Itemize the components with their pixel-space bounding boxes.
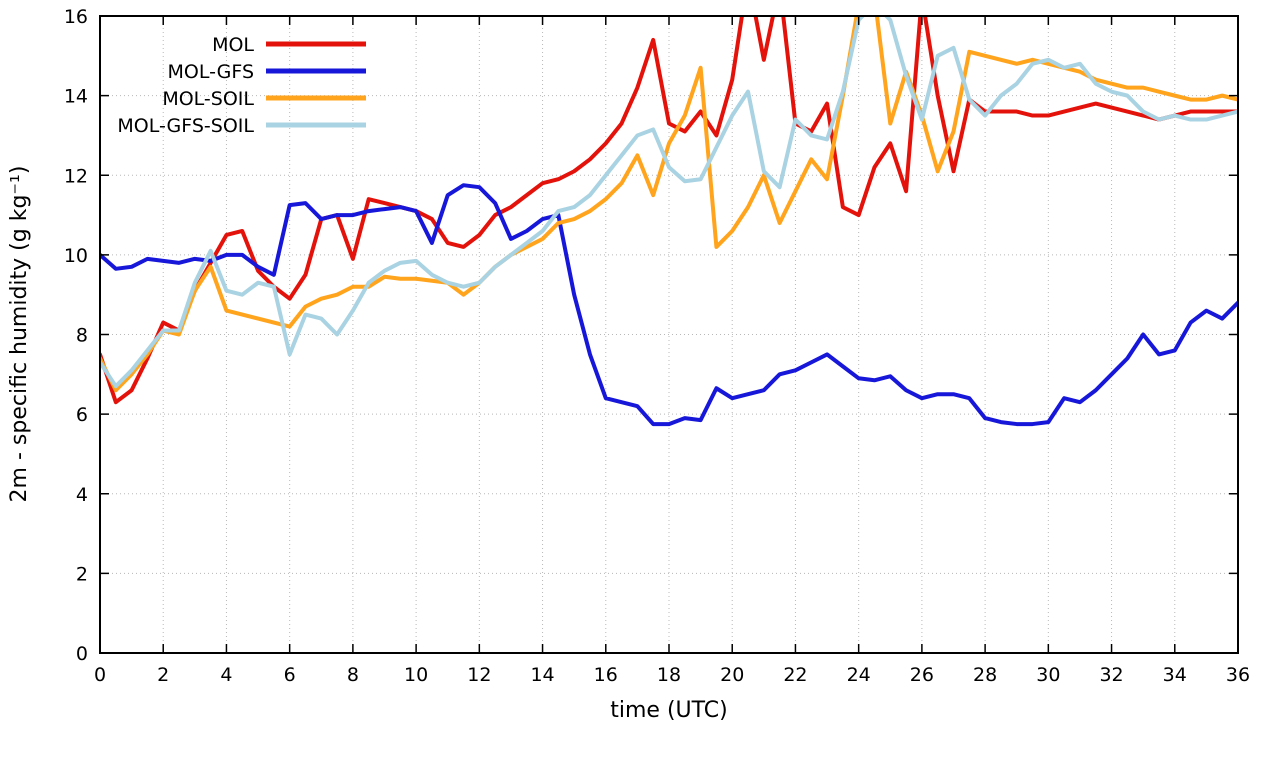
x-tick-label: 0: [94, 664, 106, 686]
legend-label: MOL: [212, 34, 254, 56]
x-tick-label: 6: [284, 664, 296, 686]
x-tick-label: 30: [1036, 664, 1060, 686]
x-tick-label: 26: [910, 664, 934, 686]
x-tick-label: 14: [530, 664, 554, 686]
x-tick-label: 22: [783, 664, 807, 686]
legend-label: MOL-GFS-SOIL: [117, 115, 254, 137]
y-tick-label: 2: [76, 563, 88, 585]
y-tick-label: 4: [76, 484, 88, 506]
x-tick-label: 12: [467, 664, 491, 686]
legend-item-mol-soil: MOL-SOIL: [162, 88, 366, 110]
y-tick-labels: 0 2 4 6 8 10 12 14 16: [64, 6, 88, 665]
x-tick-label: 28: [973, 664, 997, 686]
series-line-mol-soil: [100, 16, 1238, 393]
x-tick-label: 24: [847, 664, 871, 686]
legend-item-mol-gfs-soil: MOL-GFS-SOIL: [117, 115, 366, 137]
x-tick-label: 36: [1226, 664, 1250, 686]
x-tick-label: 8: [347, 664, 359, 686]
legend-label: MOL-SOIL: [162, 88, 254, 110]
y-tick-label: 16: [64, 6, 88, 28]
y-tick-label: 14: [64, 86, 88, 108]
series-line-mol-gfs: [100, 183, 1238, 427]
y-tick-label: 6: [76, 404, 88, 426]
x-tick-label: 4: [220, 664, 232, 686]
x-tick-label: 34: [1163, 664, 1187, 686]
y-tick-label: 10: [64, 245, 88, 267]
series-line-mol-gfs-soil: [100, 16, 1238, 389]
x-tick-label: 16: [594, 664, 618, 686]
x-tick-label: 10: [404, 664, 428, 686]
legend-label: MOL-GFS: [167, 61, 254, 83]
y-tick-label: 12: [64, 165, 88, 187]
x-tick-label: 20: [720, 664, 744, 686]
y-axis-title: 2m - specific humidity (g kg⁻¹): [7, 166, 32, 503]
y-tick-label: 0: [76, 643, 88, 665]
series-line-mol: [100, 16, 1238, 405]
series-lines: [100, 16, 1238, 427]
legend-item-mol-gfs: MOL-GFS: [167, 61, 366, 83]
plot-border: [99, 15, 1239, 654]
x-tick-label: 32: [1099, 664, 1123, 686]
x-tick-labels: 0 2 4 6 8 10 12 14 16 18 20 22 24 26 28 30 32 34 36: [94, 664, 1250, 686]
x-tick-label: 18: [657, 664, 681, 686]
y-tick-label: 8: [76, 325, 88, 347]
x-tick-label: 2: [157, 664, 169, 686]
legend-item-mol: MOL: [212, 34, 366, 56]
legend: MOL MOL-GFS MOL-SOIL MOL-GFS-SOIL: [117, 34, 366, 137]
x-axis-title: time (UTC): [610, 698, 727, 723]
